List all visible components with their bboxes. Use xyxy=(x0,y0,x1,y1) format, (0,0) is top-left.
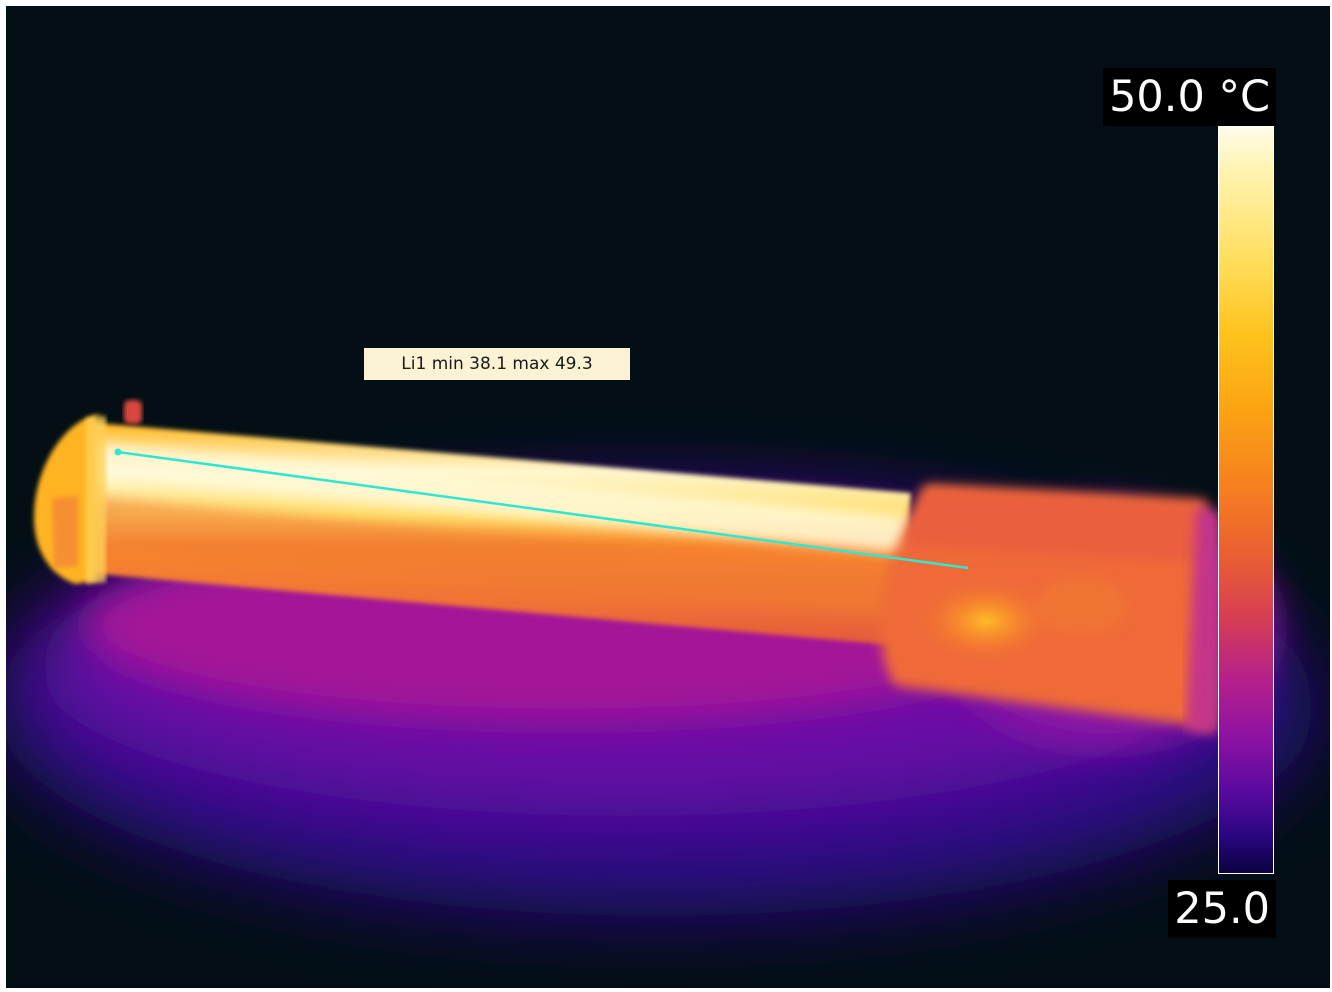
scale-min-label: 25.0 xyxy=(1168,880,1276,938)
temperature-color-scale xyxy=(1218,126,1274,874)
measurement-line-li1[interactable] xyxy=(114,448,969,570)
scale-max-label: 50.0 °C xyxy=(1103,68,1276,126)
cylinder-body xyxy=(76,422,911,646)
line-measurement-label: Li1 min 38.1 max 49.3 xyxy=(364,348,630,380)
line-start-handle[interactable] xyxy=(114,448,122,456)
thermal-image xyxy=(6,400,1316,916)
left-end-cap xyxy=(34,400,142,584)
thermal-image-viewer: Li1 min 38.1 max 49.3 50.0 °C 25.0 xyxy=(6,6,1330,988)
motor-block xyxy=(880,484,1221,734)
